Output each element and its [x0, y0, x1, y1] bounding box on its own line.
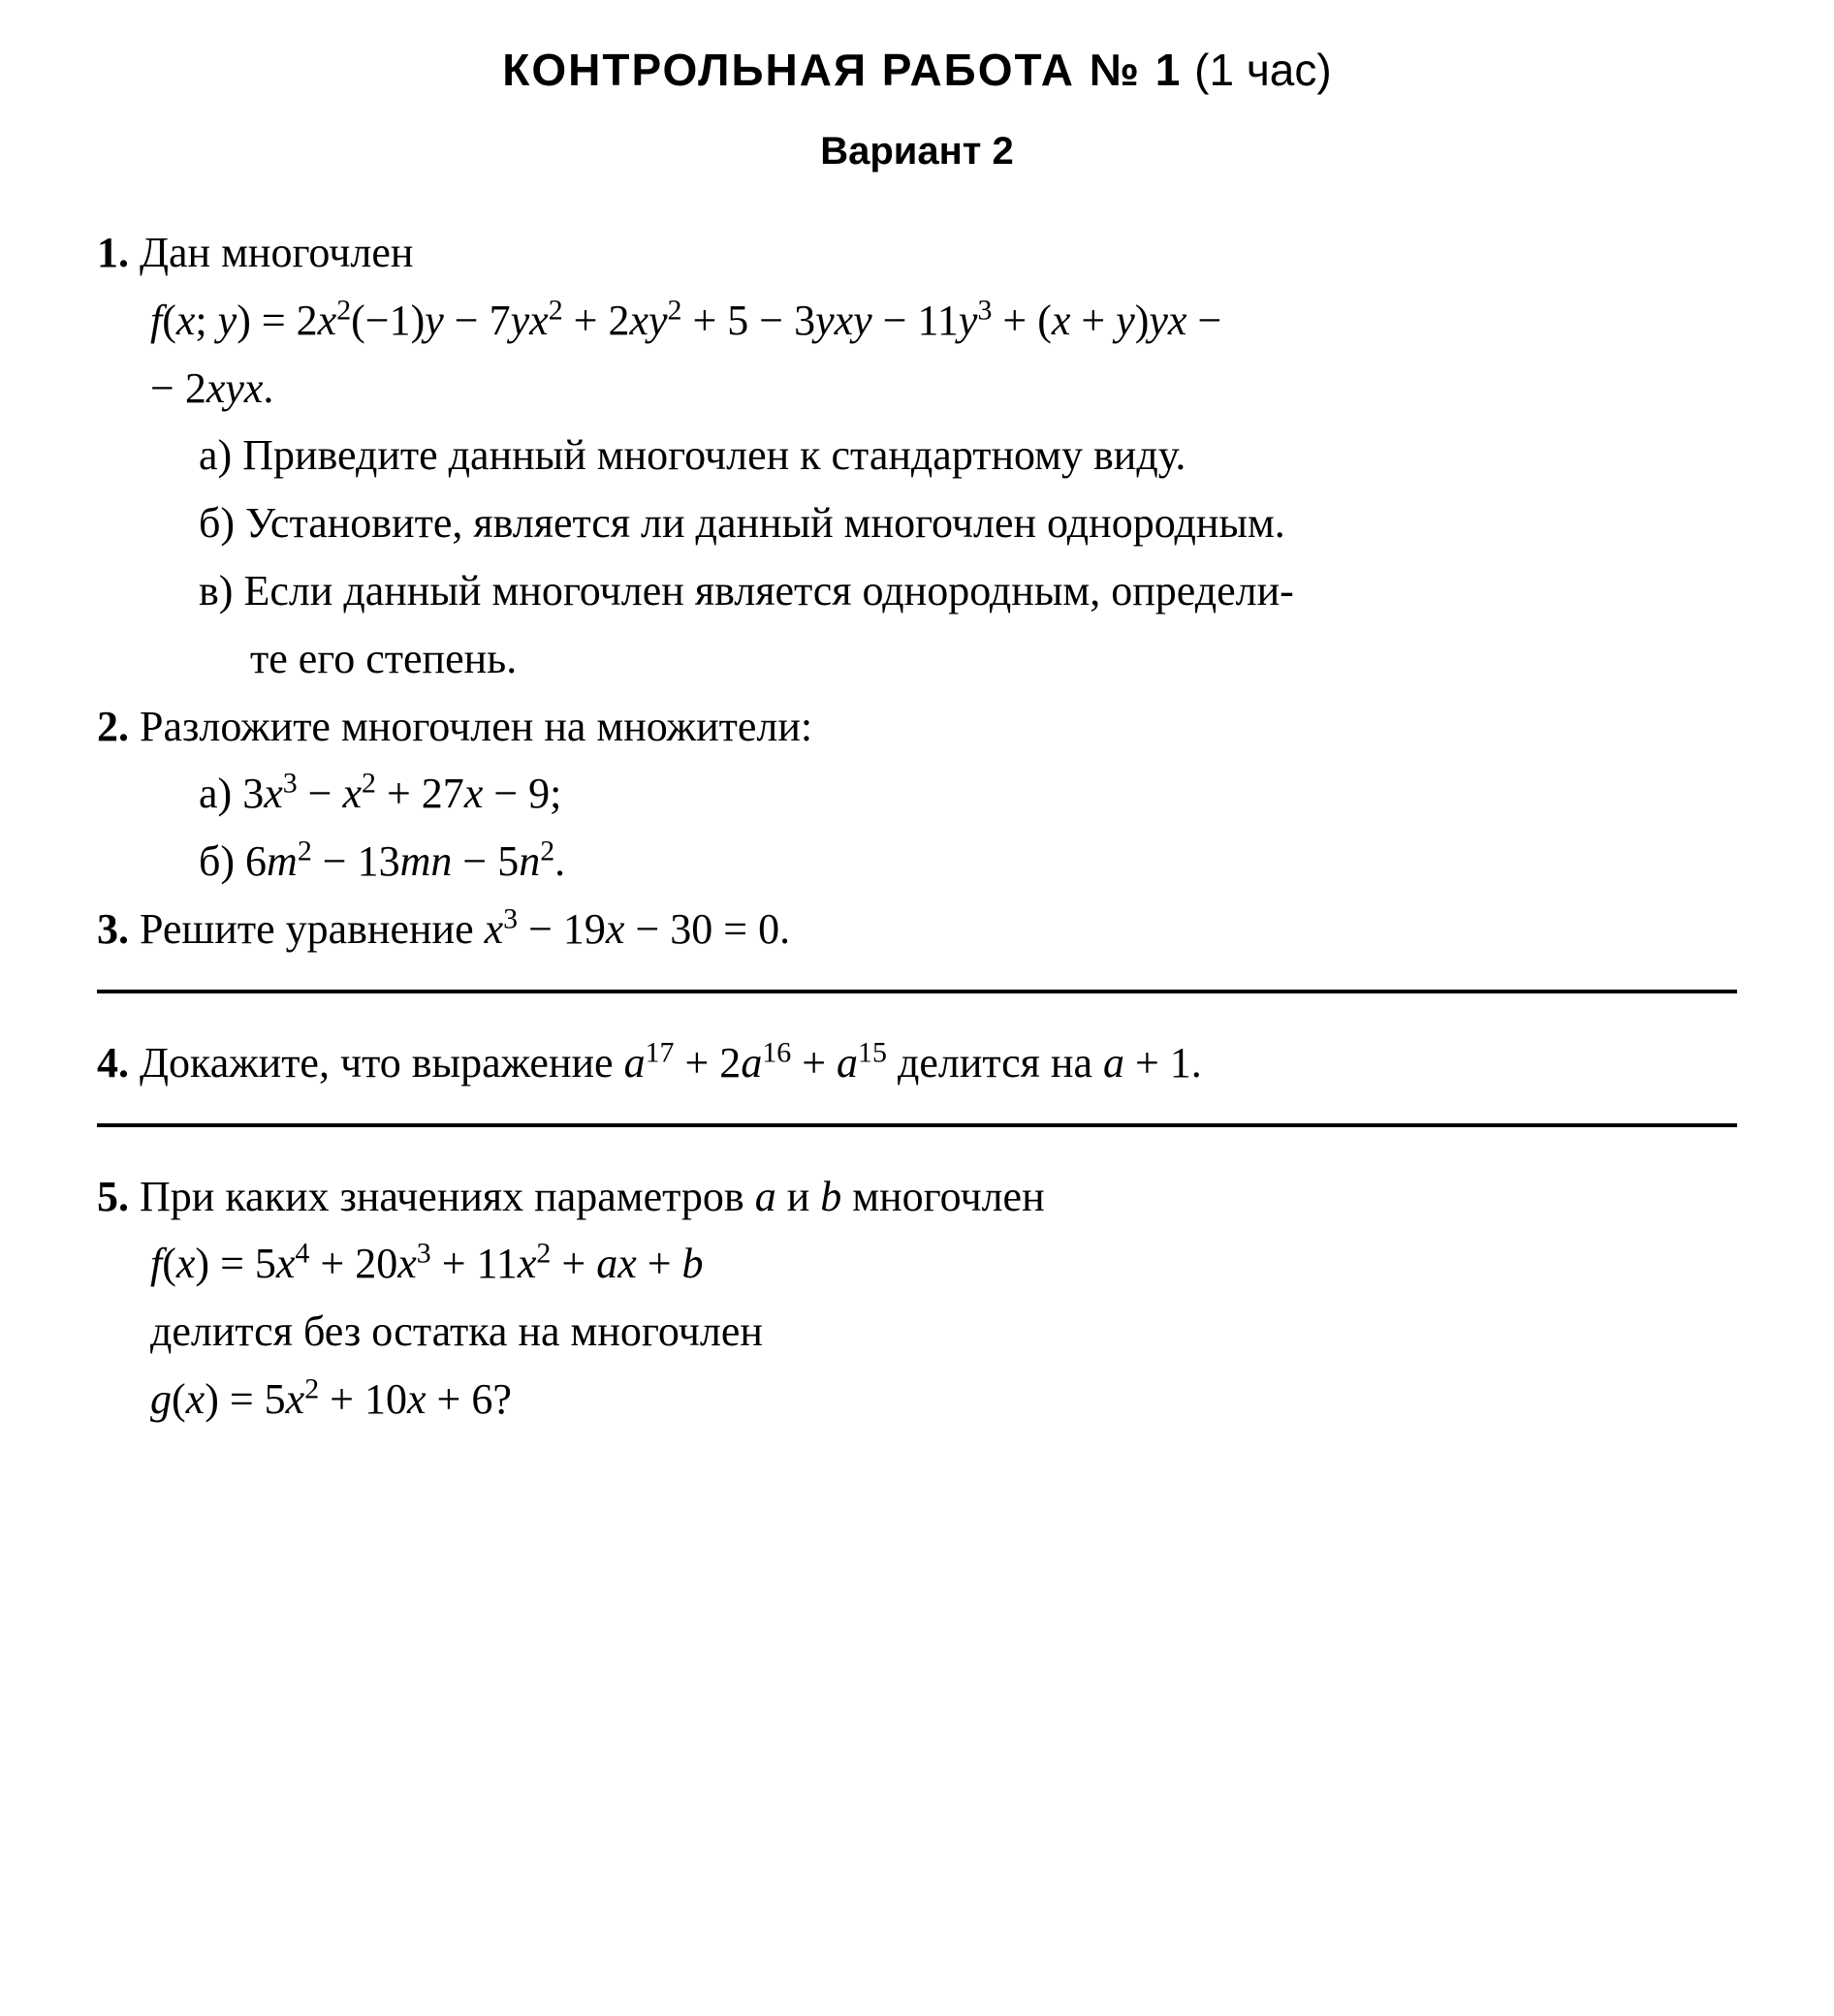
page-title: КОНТРОЛЬНАЯ РАБОТА № 1 (1 час) [97, 44, 1737, 96]
problem-5-number: 5. [97, 1173, 129, 1220]
problem-1: 1. Дан многочлен [97, 222, 1737, 284]
problem-1-a: а) Приведите данный многочлен к стандарт… [97, 425, 1737, 487]
problem-1-number: 1. [97, 229, 129, 276]
problem-4-text-mid: делится на [898, 1039, 1103, 1087]
problem-1-a-label: а) [199, 431, 232, 479]
problem-4-text-before: Докажите, что выражение [140, 1039, 614, 1087]
problem-1-a-text: Приведите данный многочлен к стандартном… [242, 431, 1186, 479]
problem-2-b-label: б) [199, 837, 235, 885]
problem-4: 4. Докажите, что выражение a17 + 2a16 + … [97, 1032, 1737, 1094]
problem-3-intro: Решите уравнение [140, 905, 474, 953]
problem-4-number: 4. [97, 1039, 129, 1087]
problem-1-c-text1: Если данный многочлен является однородны… [243, 567, 1293, 614]
problem-1-c-line1: в) Если данный многочлен является одноро… [97, 560, 1737, 622]
problem-5-line3: делится без остатка на многочлен [97, 1301, 1737, 1363]
problem-3: 3. Решите уравнение x3 − 19x − 30 = 0. [97, 898, 1737, 961]
problem-2: 2. Разложите многочлен на множители: [97, 696, 1737, 758]
problem-1-b-text: Установите, является ли данный многочлен… [245, 499, 1285, 547]
problem-5-f-formula: f(x) = 5x4 + 20x3 + 11x2 + ax + b [97, 1233, 1737, 1295]
problem-2-a: а) 3x3 − x2 + 27x − 9; [97, 763, 1737, 825]
title-normal-part: (1 час) [1194, 45, 1332, 95]
divider-2 [97, 1123, 1737, 1127]
problem-1-c-line2: те его степень. [97, 628, 1737, 690]
problem-2-b: б) 6m2 − 13mn − 5n2. [97, 831, 1737, 893]
problem-5-line1: 5. При каких значениях параметров a и b … [97, 1166, 1737, 1228]
problem-5-line1-after: многочлен [852, 1173, 1044, 1220]
problem-1-b-label: б) [199, 499, 235, 547]
problem-5-g-formula: g(x) = 5x2 + 10x + 6? [97, 1369, 1737, 1431]
problem-1-formula-line2: − 2xyx. [97, 358, 1737, 420]
page-subtitle: Вариант 2 [97, 130, 1737, 173]
problem-5-line1-before: При каких значениях параметров [140, 1173, 744, 1220]
problem-1-intro: Дан многочлен [140, 229, 413, 276]
title-bold-part: КОНТРОЛЬНАЯ РАБОТА № 1 [502, 45, 1182, 95]
problem-1-b: б) Установите, является ли данный многоч… [97, 492, 1737, 554]
problem-2-intro: Разложите многочлен на множители: [140, 703, 812, 750]
problem-2-a-label: а) [199, 770, 232, 817]
divider-1 [97, 990, 1737, 993]
problem-1-formula-line1: f(x; y) = 2x2(−1)y − 7yx2 + 2xy2 + 5 − 3… [97, 290, 1737, 352]
problem-1-c-label: в) [199, 567, 233, 614]
problem-2-number: 2. [97, 703, 129, 750]
problem-3-number: 3. [97, 905, 129, 953]
